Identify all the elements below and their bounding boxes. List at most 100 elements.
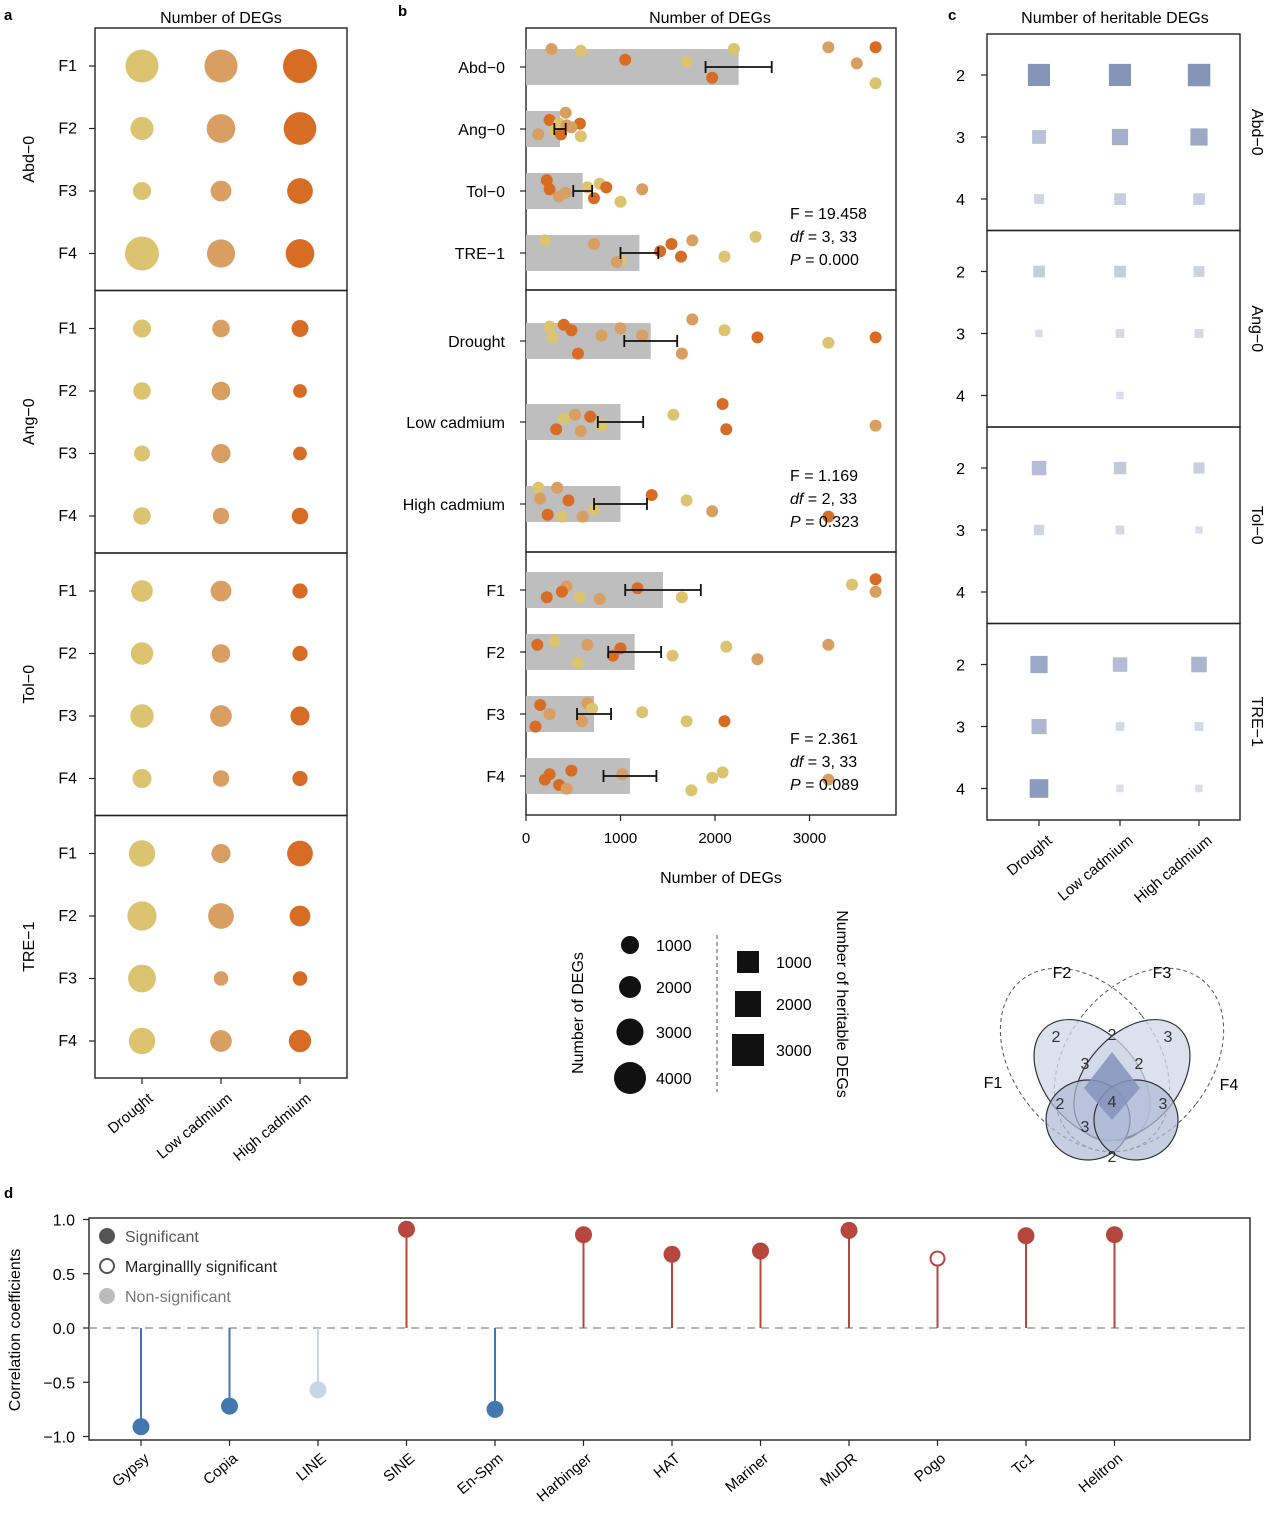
stat-p: P = 0.323 <box>790 514 859 531</box>
panel-c-row-label: 2 <box>956 265 965 282</box>
stat-f: F = 2.361 <box>790 731 858 748</box>
data-point <box>869 585 882 598</box>
venn-region-count: 2 <box>1108 1149 1117 1166</box>
panel-a-column-label: Drought <box>105 1090 157 1138</box>
data-point <box>569 408 582 421</box>
deg-dot <box>291 319 309 338</box>
panel-b-x-tick-label: 2000 <box>698 830 731 847</box>
panel-c-title: Number of heritable DEGs <box>1021 10 1209 27</box>
data-point <box>619 53 632 66</box>
deg-dot <box>292 583 308 599</box>
deg-dot <box>212 770 230 787</box>
deg-dot <box>206 114 236 143</box>
panel-d-category-label: Copia <box>200 1450 241 1489</box>
panel-c-row-label: 4 <box>956 389 965 406</box>
panel-label-a: a <box>4 7 13 24</box>
size-legend: Number of DEGs 1000 2000 3000 4000 1000 2000 30… <box>570 910 850 1098</box>
heritable-square <box>1191 656 1207 673</box>
deg-dot <box>128 1027 156 1055</box>
data-point <box>631 582 644 595</box>
deg-dot <box>290 706 310 726</box>
panel-b-bar-label: Low cadmium <box>406 415 505 432</box>
data-point <box>540 591 553 604</box>
heritable-square <box>1029 779 1049 798</box>
panel-label-c: c <box>948 7 956 24</box>
data-point <box>675 591 688 604</box>
legend-significant-icon <box>99 1228 115 1244</box>
data-point <box>720 640 733 653</box>
deg-dot <box>283 49 317 83</box>
panel-a-row-label: F2 <box>58 121 77 138</box>
lollipop-head <box>221 1397 238 1415</box>
deg-dot <box>292 645 308 662</box>
heritable-square <box>1032 130 1046 144</box>
data-point <box>822 510 835 523</box>
venn-set-f1 <box>999 967 1171 1153</box>
data-point <box>576 510 589 523</box>
mean-bar <box>526 49 739 85</box>
data-point <box>555 585 568 598</box>
data-point <box>680 494 693 507</box>
data-point <box>559 106 572 119</box>
data-point <box>572 656 584 669</box>
data-point <box>869 41 882 54</box>
data-point <box>720 423 733 436</box>
panel-label-b: b <box>398 3 407 20</box>
heritable-square <box>1116 784 1124 793</box>
data-point <box>718 715 731 728</box>
deg-dot <box>130 704 154 728</box>
data-point <box>540 174 553 187</box>
heritable-square <box>1114 265 1126 278</box>
panel-a-group-label: Ang−0 <box>21 398 38 445</box>
heritable-square <box>1195 784 1203 793</box>
panel-b-bar-label: Drought <box>448 334 505 351</box>
data-point <box>532 128 545 141</box>
data-point <box>538 773 551 786</box>
data-point <box>562 494 575 507</box>
stat-df-symbol: df <box>790 229 805 246</box>
data-point <box>685 784 698 797</box>
deg-dot <box>128 840 156 867</box>
data-point <box>727 43 740 55</box>
venn-region-count: 2 <box>1108 1027 1117 1044</box>
panel-a-row-label: F4 <box>58 771 77 788</box>
data-point <box>560 782 573 795</box>
panel-c-square-matrix: Abd−0 2 3 4 Ang−0 2 3 4 Tol−0 2 3 4 TRE−1 2 3 4 Drought L… <box>956 33 1265 907</box>
panel-a-row-label: F2 <box>58 646 77 663</box>
data-point <box>616 768 629 781</box>
data-point <box>545 43 558 55</box>
data-point <box>588 192 600 205</box>
data-point <box>716 766 729 779</box>
legend-circle <box>619 976 641 998</box>
deg-dot <box>210 1030 232 1052</box>
data-point <box>614 322 627 335</box>
panel-d-category-label: LINE <box>293 1450 329 1484</box>
panel-d-y-tick-label: −0.5 <box>43 1375 75 1392</box>
lollipop-head <box>840 1221 858 1239</box>
deg-dot <box>283 112 317 145</box>
data-point <box>543 183 556 196</box>
panel-d-category-label: SINE <box>380 1450 418 1486</box>
data-point <box>532 481 545 494</box>
deg-dot <box>133 507 151 525</box>
stat-f: F = 19.458 <box>790 206 867 223</box>
deg-dot <box>211 644 231 663</box>
panel-a-row-label: F4 <box>58 1033 77 1050</box>
panel-b-bar-label: Abd−0 <box>458 60 505 77</box>
deg-dot <box>289 905 311 927</box>
data-point <box>706 71 719 84</box>
data-point <box>546 331 559 344</box>
panel-a-group-label: Abd−0 <box>21 136 38 183</box>
legend-square-value: 3000 <box>776 1043 812 1060</box>
panel-c-column-label: High cadmium <box>1131 832 1215 907</box>
data-point <box>586 702 599 715</box>
data-point <box>822 41 835 54</box>
venn-region-count: 3 <box>1164 1029 1173 1046</box>
lollipop-head-marginal <box>929 1250 946 1267</box>
panel-c-row-label: 2 <box>956 658 965 675</box>
panel-d-y-tick-label: 0.5 <box>53 1267 75 1284</box>
stat-p-symbol: P <box>790 252 801 269</box>
panel-b-section-frame <box>525 551 897 816</box>
venn-region-count: 4 <box>1108 1094 1117 1111</box>
